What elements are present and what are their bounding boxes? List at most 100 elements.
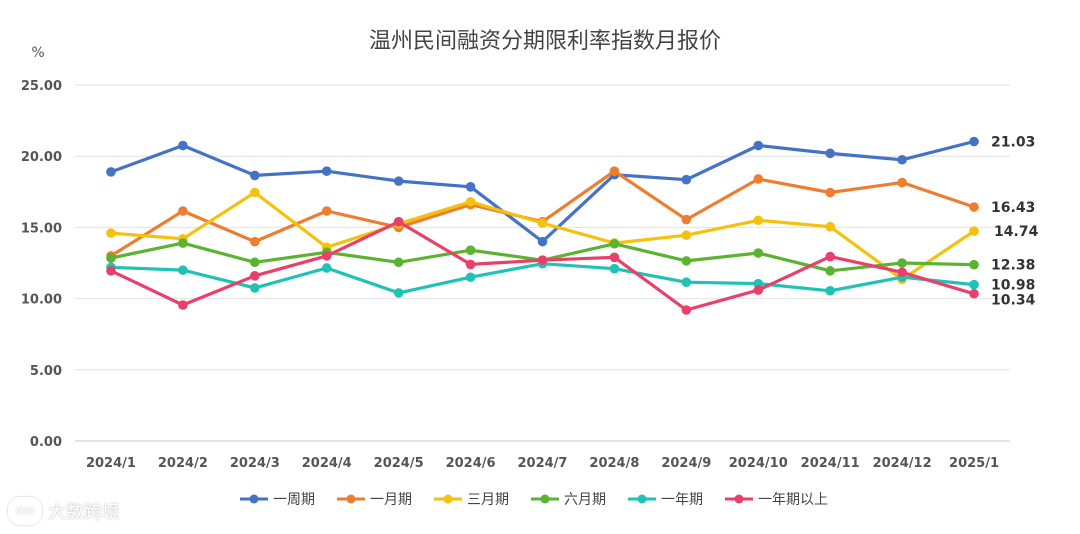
x-tick-label: 2024/1 [86, 456, 136, 471]
watermark-text: 大数跨境 [48, 502, 120, 523]
data-point [250, 271, 260, 281]
data-point [178, 238, 188, 248]
series-lines [106, 136, 979, 315]
legend-item: 一年期 [628, 492, 703, 508]
data-point [969, 226, 979, 236]
end-value-label: 16.43 [991, 200, 1035, 216]
data-point [897, 154, 907, 165]
x-tick-label: 2024/2 [158, 456, 208, 471]
data-point [537, 236, 548, 247]
data-point [465, 259, 476, 270]
data-point [106, 266, 116, 276]
data-point [178, 206, 188, 216]
legend-label: 一周期 [273, 492, 315, 508]
data-point [465, 245, 476, 255]
data-point [250, 170, 260, 181]
x-tick-label: 2024/11 [801, 456, 860, 471]
data-point [393, 176, 404, 186]
x-tick-label: 2024/5 [374, 456, 424, 471]
data-point [393, 288, 404, 298]
legend-item: 三月期 [434, 492, 509, 508]
data-point [393, 216, 404, 227]
data-point [897, 177, 907, 188]
y-axis-unit-label: % [31, 45, 44, 61]
y-tick-label: 10.00 [21, 293, 62, 308]
x-tick-label: 2024/8 [589, 456, 639, 471]
x-tick-label: 2024/3 [230, 456, 280, 471]
legend-marker [249, 494, 259, 504]
chart-title: 温州民间融资分期限利率指数月报价 [369, 29, 721, 54]
y-tick-label: 25.00 [21, 79, 62, 94]
data-point [106, 228, 116, 238]
x-axis-tick-labels: 2024/1 2024/2 2024/3 2024/4 2024/5 2024/6 2024… [86, 456, 999, 471]
legend-label: 一年期 [661, 492, 703, 508]
data-point [250, 283, 260, 293]
x-tick-label: 2024/12 [873, 456, 932, 471]
data-point [825, 251, 835, 262]
data-point [178, 265, 188, 275]
data-point [969, 202, 979, 212]
data-point [106, 253, 116, 263]
data-point [681, 230, 692, 241]
data-point [753, 140, 764, 151]
legend-item: 一月期 [337, 492, 412, 508]
data-point [969, 136, 979, 147]
x-tick-label: 2024/9 [661, 456, 711, 471]
data-point [321, 206, 332, 216]
data-point [753, 215, 764, 226]
watermark: IDO 大数跨境 [8, 497, 120, 525]
legend-marker [637, 494, 647, 504]
data-point [825, 221, 835, 232]
data-point [825, 285, 835, 296]
data-point [465, 182, 476, 192]
legend-marker [734, 494, 744, 504]
data-point [465, 196, 476, 207]
end-value-label: 10.34 [991, 293, 1036, 309]
data-point [825, 148, 835, 159]
data-point [753, 174, 764, 184]
x-tick-label: 2024/6 [446, 456, 496, 471]
data-point [609, 263, 620, 274]
data-point [106, 167, 116, 177]
data-point [681, 305, 692, 315]
x-tick-label: 2024/10 [729, 456, 788, 471]
series-1 [106, 136, 979, 247]
data-point [178, 140, 188, 151]
data-point [393, 257, 404, 268]
data-point [321, 166, 332, 176]
data-point [969, 288, 979, 299]
end-value-label: 21.03 [991, 135, 1035, 151]
data-point [969, 279, 979, 290]
end-value-label: 10.98 [991, 278, 1035, 294]
data-point [609, 166, 620, 176]
legend-label: 三月期 [467, 492, 509, 508]
data-point [681, 256, 692, 266]
brand-logo-icon: IDO [8, 497, 42, 525]
data-point [609, 252, 620, 263]
x-tick-label: 2025/1 [949, 456, 999, 471]
data-point [178, 300, 188, 310]
data-point [825, 187, 835, 198]
data-point [681, 214, 692, 225]
data-point [250, 187, 260, 198]
legend-label: 六月期 [564, 492, 606, 508]
data-point [537, 218, 548, 228]
data-point [825, 266, 835, 276]
data-point [609, 238, 620, 249]
series-6 [106, 216, 979, 315]
legend-item: 六月期 [531, 492, 606, 508]
end-value-label: 12.38 [991, 258, 1035, 274]
data-point [321, 251, 332, 261]
data-point [250, 257, 260, 268]
data-point [681, 174, 692, 185]
gridlines [75, 84, 1010, 442]
end-value-label: 14.74 [994, 224, 1039, 240]
data-point [465, 272, 476, 283]
data-point [321, 263, 332, 273]
series-2 [106, 166, 979, 261]
data-point [753, 248, 764, 258]
legend-marker [443, 494, 453, 504]
